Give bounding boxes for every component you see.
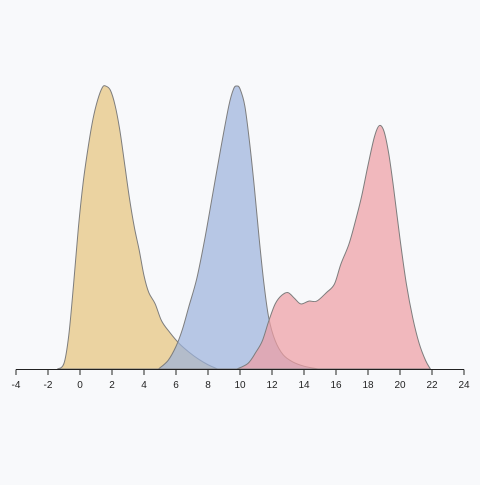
- x-tick-label: 4: [141, 380, 147, 391]
- density-area-1: [56, 85, 218, 370]
- x-tick-label: 24: [458, 380, 470, 391]
- x-tick-label: -4: [12, 380, 21, 391]
- density-area-3: [236, 124, 432, 370]
- x-tick-label: 6: [173, 380, 179, 391]
- x-tick-label: 20: [394, 380, 406, 391]
- x-tick-label: -2: [44, 380, 53, 391]
- density-areas: [56, 85, 432, 370]
- x-tick-label: 2: [109, 380, 115, 391]
- x-axis: -4 -2 0 2 4 6 8 10 12 14 16 18 20 22 24: [12, 369, 470, 391]
- x-tick-label: 10: [234, 380, 246, 391]
- x-tick-label: 22: [426, 380, 438, 391]
- x-tick-label: 8: [205, 380, 211, 391]
- x-tick-label: 12: [266, 380, 278, 391]
- x-tick-label: 14: [298, 380, 310, 391]
- x-tick-label: 18: [362, 380, 374, 391]
- x-tick-label: 16: [330, 380, 342, 391]
- x-tick-label: 0: [77, 380, 83, 391]
